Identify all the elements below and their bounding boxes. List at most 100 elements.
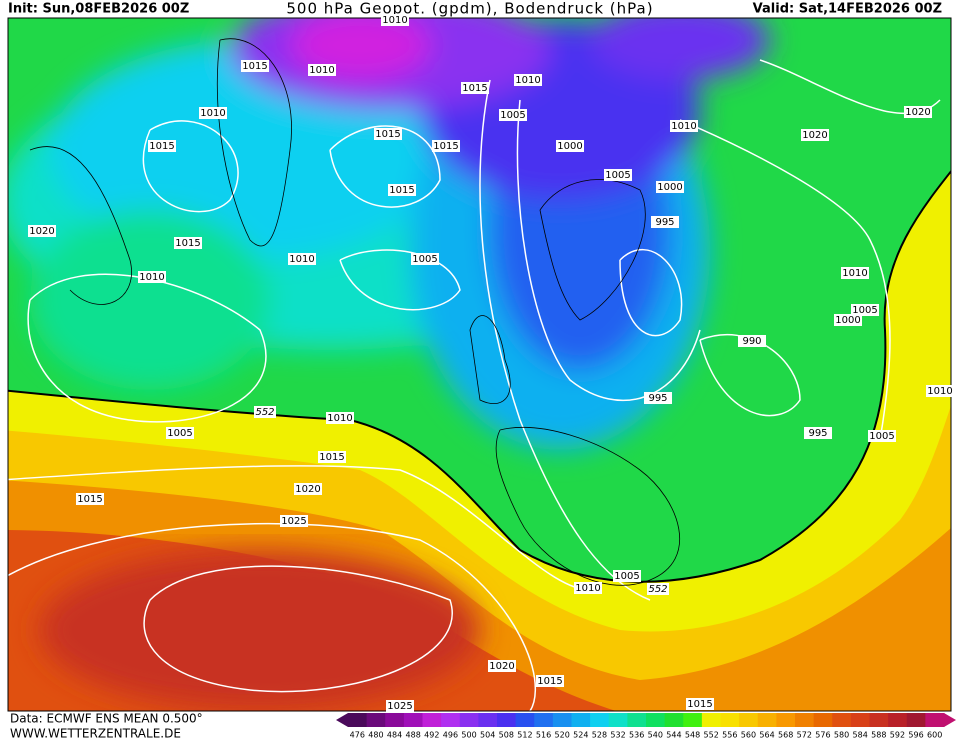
legend-swatch	[813, 713, 833, 727]
isobar-label-bg	[686, 698, 714, 710]
isobar-label: 1000	[557, 141, 582, 152]
isobar-label-bg	[841, 267, 869, 279]
isobar-label: 995	[648, 393, 667, 404]
legend-value: 592	[890, 731, 905, 740]
legend-value: 576	[815, 731, 830, 740]
isobar-label: 1010	[200, 108, 225, 119]
isobar-label: 1010	[139, 272, 164, 283]
isobar-label: 1015	[175, 238, 200, 249]
isobar-label-bg	[670, 120, 698, 132]
legend-value: 588	[871, 731, 886, 740]
legend-swatch	[627, 713, 647, 727]
isobar-label: 1015	[462, 83, 487, 94]
data-source: Data: ECMWF ENS MEAN 0.500°	[10, 712, 203, 726]
isobar-label-bg	[386, 700, 414, 712]
isobar-label: 1005	[869, 431, 894, 442]
legend-value: 564	[759, 731, 774, 740]
isobar-label: 1020	[489, 661, 514, 672]
legend-swatch	[422, 713, 442, 727]
legend-value: 548	[685, 731, 700, 740]
isobar-label-bg	[76, 493, 104, 505]
isobar-label: 1020	[295, 484, 320, 495]
isobar-label: 1025	[281, 516, 306, 527]
isobar-label: 1020	[802, 130, 827, 141]
legend-value: 568	[778, 731, 793, 740]
isobar-label-bg	[656, 181, 684, 193]
legend-swatch	[795, 713, 815, 727]
legend-swatch	[757, 713, 777, 727]
isobar-label-bg	[374, 128, 402, 140]
isobar-label: 995	[808, 428, 827, 439]
legend-swatch	[906, 713, 926, 727]
legend-arrow	[944, 713, 956, 727]
isobar-label-bg	[461, 82, 489, 94]
legend-swatch	[664, 713, 684, 727]
isobar-label-bg	[536, 675, 564, 687]
isobar-label-bg	[801, 129, 829, 141]
isobar-label: 1005	[852, 305, 877, 316]
legend-value: 600	[927, 731, 942, 740]
legend-value: 484	[387, 731, 402, 740]
isobar-label: 990	[742, 336, 761, 347]
legend-swatch	[720, 713, 740, 727]
isobar-label-bg	[432, 140, 460, 152]
isobar-label: 1005	[500, 110, 525, 121]
isobar-label: 1010	[927, 386, 952, 397]
isobar-label-bg	[388, 184, 416, 196]
legend-swatch	[385, 713, 405, 727]
legend-value: 496	[443, 731, 458, 740]
legend-value: 476	[350, 731, 365, 740]
isobar-label-bg	[851, 304, 879, 316]
legend-value: 500	[461, 731, 476, 740]
isobar-label: 995	[655, 217, 674, 228]
isobar-label-bg	[308, 64, 336, 76]
isobar-label: 1000	[657, 182, 682, 193]
isobar-label-bg	[166, 427, 194, 439]
legend-swatch	[701, 713, 721, 727]
map-field	[8, 18, 951, 711]
legend-swatch	[403, 713, 423, 727]
isobar-label-bg	[574, 582, 602, 594]
isobar-label-bg	[148, 140, 176, 152]
isobar-label-bg	[174, 237, 202, 249]
legend-swatch	[515, 713, 535, 727]
contour-label: 552	[255, 407, 274, 418]
isobar-label-bg	[604, 169, 632, 181]
legend-swatch	[888, 713, 908, 727]
isobar-label: 1010	[289, 254, 314, 265]
init-time: Init: Sun,08FEB2026 00Z	[8, 2, 189, 17]
contour-label-bg	[647, 583, 669, 595]
isobar-label: 1010	[515, 75, 540, 86]
isobar-label: 1015	[389, 185, 414, 196]
isobar-label: 1015	[375, 129, 400, 140]
legend-swatch	[534, 713, 554, 727]
isobar-label: 1010	[309, 65, 334, 76]
legend-swatch	[459, 713, 479, 727]
isobar-label-bg	[904, 106, 932, 118]
site: WWW.WETTERZENTRALE.DE	[10, 727, 181, 741]
legend-value: 528	[592, 731, 607, 740]
isobar-label-bg	[411, 253, 439, 265]
isobar-label-bg	[926, 385, 954, 397]
isobar-label-bg	[499, 109, 527, 121]
legend-value: 516	[536, 731, 551, 740]
isobar-label: 1010	[382, 15, 407, 26]
isobar-label: 1005	[614, 571, 639, 582]
isobar-label: 1010	[575, 583, 600, 594]
legend-value: 504	[480, 731, 495, 740]
isobar-label-bg	[556, 140, 584, 152]
legend-value: 524	[573, 731, 588, 740]
isobar-label: 1020	[905, 107, 930, 118]
legend-swatch	[571, 713, 591, 727]
legend-swatch	[590, 713, 610, 727]
isobar-label: 1020	[29, 226, 54, 237]
legend-value: 480	[368, 731, 383, 740]
legend-swatch	[348, 713, 368, 727]
legend-swatch	[683, 713, 703, 727]
legend-swatch	[850, 713, 870, 727]
isobar-label-bg	[138, 271, 166, 283]
isobar-label: 1005	[412, 254, 437, 265]
legend-value: 544	[666, 731, 681, 740]
legend-swatch	[552, 713, 572, 727]
